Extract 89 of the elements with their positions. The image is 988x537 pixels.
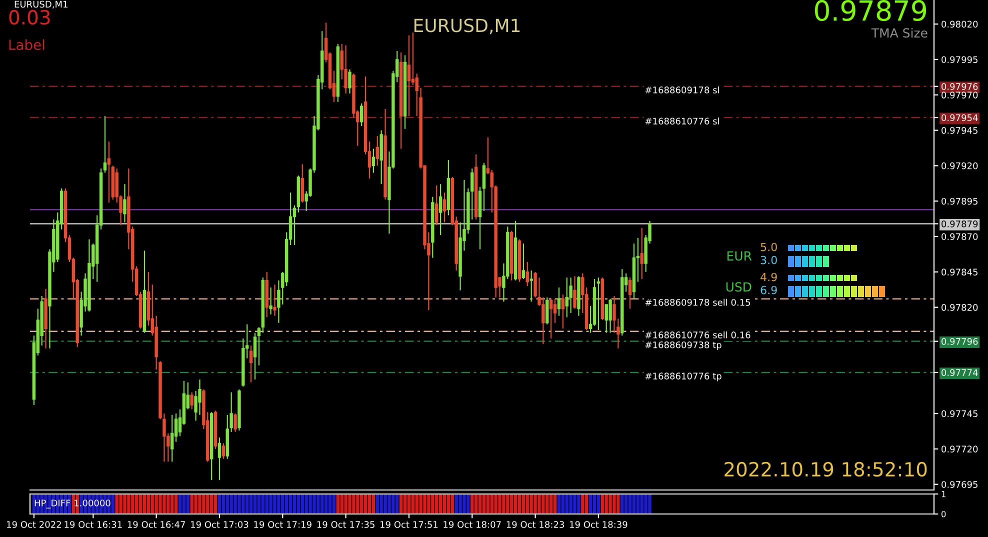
candlestick <box>123 184 126 223</box>
candlestick <box>561 294 565 330</box>
x-tick-label: 19 Oct 17:19 <box>254 521 312 528</box>
x-tick-label: 19 Oct 17:03 <box>191 521 248 528</box>
candlestick <box>273 284 276 316</box>
candlestick <box>376 135 379 166</box>
text: EURUSD,M1 <box>414 18 520 34</box>
candlestick <box>438 184 442 236</box>
annotation: EURUSD,M1 <box>14 0 68 9</box>
y-tick-label: 0.97895 <box>942 198 978 205</box>
candlestick <box>190 392 194 410</box>
candlestick <box>348 68 352 94</box>
y-tick-label: 0.97976 <box>942 83 978 90</box>
annotation: 4.9 <box>760 272 777 282</box>
y-tick-label: 0.97970 <box>942 92 978 98</box>
annotation: Label <box>9 39 44 50</box>
candlestick <box>442 192 446 223</box>
candlestick <box>407 34 411 117</box>
ref-line-label: #1688610776 sl <box>645 118 719 125</box>
candlestick <box>435 184 438 226</box>
candlestick <box>608 298 612 334</box>
annotation: USD <box>726 282 752 292</box>
x-tick-label: 19 Oct 18:23 <box>506 521 564 528</box>
y-tick-label: 0.97995 <box>942 56 978 64</box>
annotation: 2022.10.19 18:52:10 <box>724 462 927 477</box>
candlestick <box>103 116 107 174</box>
annotation: 6.9 <box>760 286 777 294</box>
x-tick-label: 19 Oct 2022 <box>7 521 61 528</box>
x-tick-label: 19 Oct 18:39 <box>570 521 628 528</box>
y-tick-label: 0.97920 <box>942 162 978 170</box>
candlestick <box>596 277 600 331</box>
y-tick-label: 0.97720 <box>942 446 978 452</box>
candlestick <box>360 102 364 127</box>
y-tick-label: 0.97845 <box>942 268 978 276</box>
candlestick <box>292 204 296 246</box>
candlestick <box>640 227 644 280</box>
annotation: 3.0 <box>760 256 777 264</box>
x-tick-label: 19 Oct 17:35 <box>317 521 374 528</box>
y-tick-label: 0.97745 <box>942 410 978 418</box>
y-tick-label: 0.97879 <box>942 220 978 228</box>
candlestick <box>218 437 222 481</box>
y-tick-label: 0.97870 <box>942 233 978 240</box>
x-tick-label: 19 Oct 16:47 <box>128 521 185 528</box>
ref-line-label: #1688609178 sell 0.15 <box>645 298 750 306</box>
candlestick <box>530 270 533 302</box>
candlestick <box>107 141 111 204</box>
y-tick-label: 0.97695 <box>942 481 978 488</box>
candlestick <box>257 326 261 366</box>
candlestick <box>372 148 376 174</box>
ref-line-label: #1688610776 sell 0.16 <box>645 331 750 338</box>
annotation: 5.0 <box>760 242 777 252</box>
candlestick <box>557 286 561 316</box>
candlestick <box>344 44 348 94</box>
candlestick <box>300 164 304 204</box>
candlestick <box>249 344 253 383</box>
candlestick <box>234 412 237 432</box>
candlestick <box>549 298 553 340</box>
x-tick-label: 19 Oct 17:51 <box>380 521 438 528</box>
x-tick-label: 19 Oct 18:07 <box>444 521 501 528</box>
candlestick <box>269 286 272 315</box>
y-tick-label: 0.97774 <box>942 369 978 376</box>
candlestick <box>553 298 557 324</box>
y-tick-label: 0 <box>941 510 946 518</box>
ref-line-label: #1688610776 tp <box>645 372 722 382</box>
candlestick <box>482 162 486 212</box>
candlestick <box>573 276 576 310</box>
annotation: 0.03 <box>9 10 50 25</box>
candlestick <box>604 304 608 334</box>
y-tick-label: 0.97820 <box>942 304 978 311</box>
annotation: 0.97879 <box>814 0 926 22</box>
candlestick <box>170 414 174 462</box>
annotation: TMA Size <box>871 28 928 38</box>
candlestick <box>522 243 526 280</box>
candlestick <box>565 277 568 318</box>
candlestick <box>546 296 549 325</box>
y-tick-label: 0.98020 <box>942 20 978 28</box>
y-tick-label: 0.97945 <box>942 127 978 134</box>
candlestick <box>222 442 226 460</box>
ref-line-label: #1688609738 tp <box>645 341 722 350</box>
x-tick-label: 19 Oct 16:31 <box>64 521 122 528</box>
candlestick <box>569 277 572 314</box>
y-tick-label: 0.97796 <box>942 338 978 345</box>
annotation: EUR <box>727 251 752 261</box>
candlestick <box>628 277 632 310</box>
y-tick-label: 0.97954 <box>942 114 978 122</box>
candlestick <box>526 261 529 287</box>
y-tick-label: 1 <box>942 491 946 498</box>
candlestick <box>253 332 257 380</box>
ref-line-label: #1688609178 sl <box>645 86 719 94</box>
